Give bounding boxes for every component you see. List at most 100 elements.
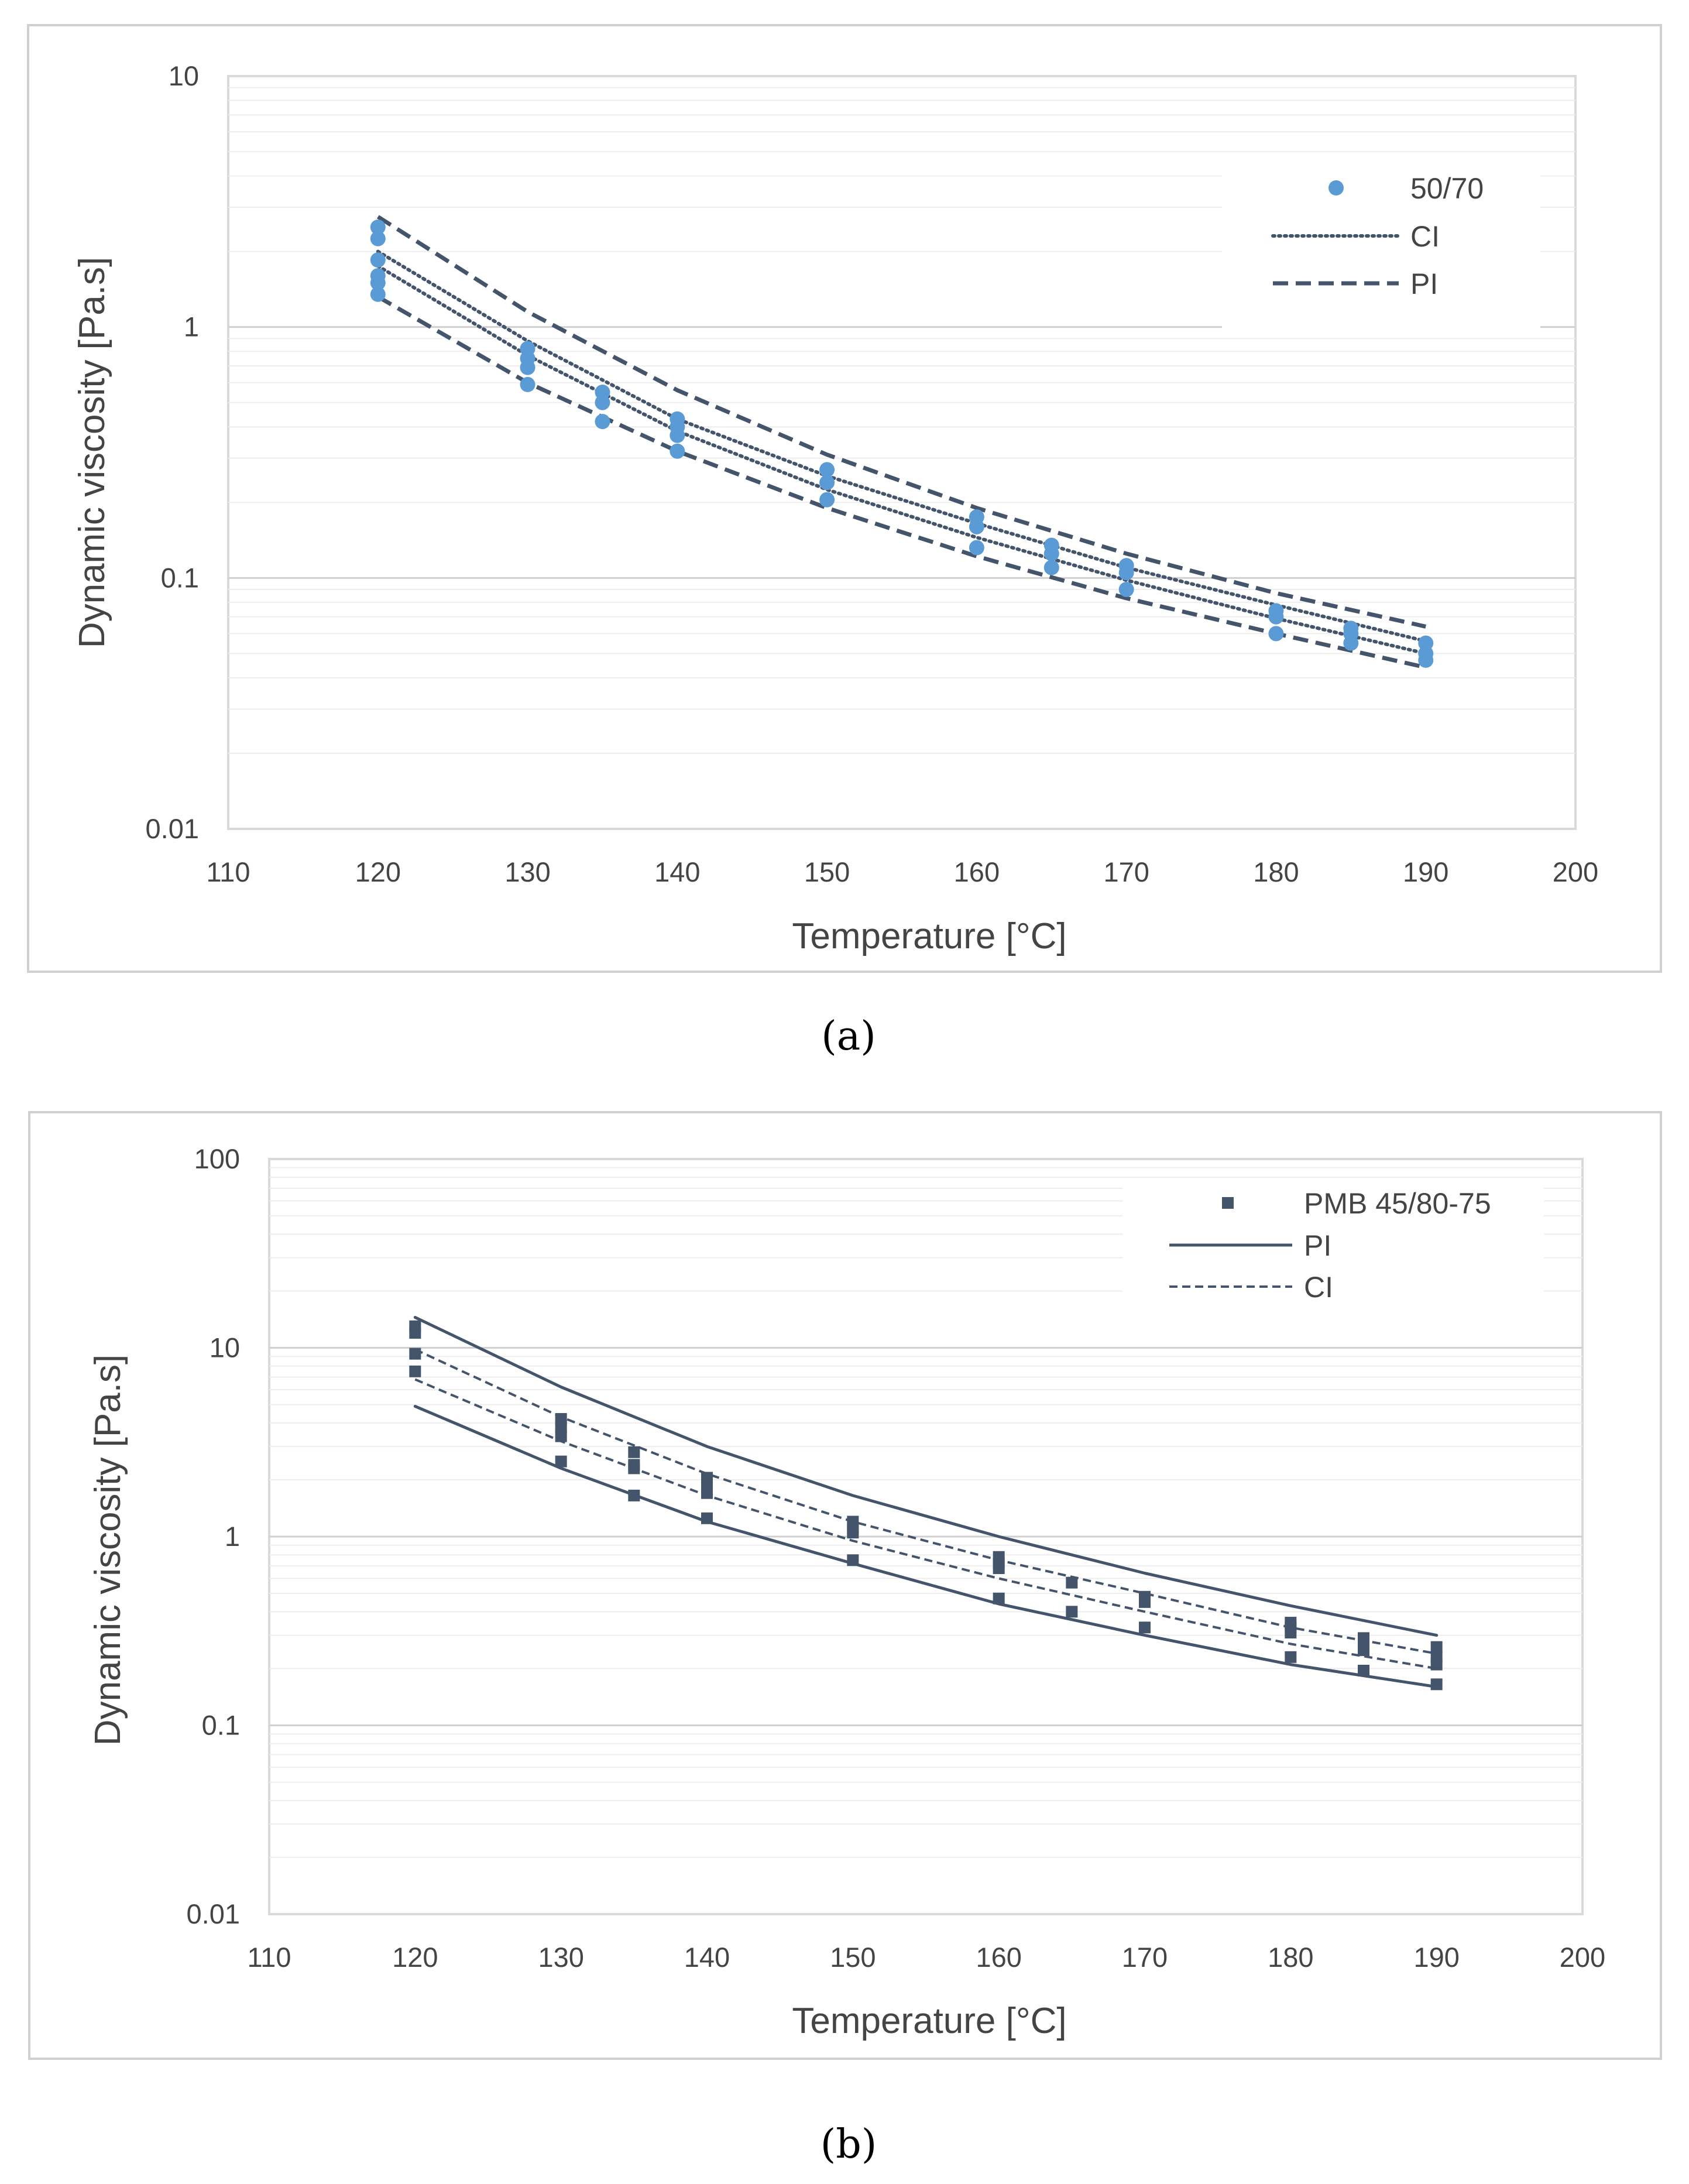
data-point [1285,1627,1297,1639]
data-points-a [370,220,1434,668]
data-point [409,1365,421,1377]
data-point [595,395,610,410]
x-tick-label: 110 [248,1942,291,1973]
series-line-pi-dashed [376,215,1426,629]
data-point [1043,560,1059,575]
data-point [520,376,535,392]
series-line-pi-dashed [377,294,1426,670]
data-point [1430,1658,1443,1671]
caption-a: (a) [821,1013,876,1060]
data-point [595,414,610,430]
x-tick-label: 180 [1268,1942,1313,1973]
x-tick-label: 170 [1103,856,1149,887]
chart-panel-b: 110 120 130 140 150 160 170 180 190 2000.010.1110… [28,1111,1662,2168]
y-axis-title-a: Dynamic viscosity [Pa.s] [72,257,112,648]
series-line-pi-solid [413,1316,1439,1637]
data-point [1066,1606,1078,1618]
legend-label-50-70: 50/70 [1410,172,1484,205]
data-point [819,475,835,491]
data-point [670,443,685,459]
y-tick-label: 0.01 [146,813,199,844]
legend-label-ci-b: CI [1304,1271,1333,1304]
data-point [993,1562,1005,1575]
data-point [1430,1678,1443,1691]
legend-box-b [1122,1185,1544,1320]
data-point [628,1489,640,1501]
data-point [819,462,835,478]
legend-label-ci-a: CI [1410,220,1440,253]
fit-lines-b [413,1316,1439,1689]
x-tick-label: 170 [1122,1942,1168,1973]
y-tick-label: 100 [194,1143,240,1174]
x-tick-label: 180 [1253,856,1299,887]
data-point [409,1326,421,1339]
x-tick-label: 140 [654,856,700,887]
data-point [1268,609,1284,625]
data-point [993,1592,1005,1604]
data-point [1118,565,1134,581]
plot-area-a [227,75,1577,830]
legend-label-pi-a: PI [1410,268,1438,300]
y-tick-label: 10 [210,1332,240,1363]
x-tick-label: 160 [976,1942,1021,1973]
series-line-ci-dashed [414,1378,1437,1670]
data-point [370,286,386,302]
x-tick-label: 190 [1413,1942,1459,1973]
chart-panel-a: 110 120 130 140 150 160 170 180 190 2000.010.1110… [27,24,1662,1060]
data-points-b [409,1320,1443,1691]
data-point [1430,1641,1443,1653]
x-tick-label: 150 [830,1942,876,1973]
x-tick-label: 150 [804,856,850,887]
y-tick-label: 10 [169,60,199,91]
data-point [370,252,386,268]
legend-a: 50/70 CI PI [1222,158,1540,334]
caption-b: (b) [821,2121,877,2168]
y-tick-label: 0.1 [202,1710,240,1741]
x-tick-label: 110 [207,856,250,887]
data-point [1418,652,1434,668]
x-tick-label: 160 [954,856,1000,887]
x-tick-label: 120 [392,1942,438,1973]
legend-b: PMB 45/80-75 PI CI [1122,1185,1544,1320]
data-point [1343,635,1359,651]
series-line-pi-solid [413,1404,1439,1689]
data-point [969,519,984,534]
data-point [1139,1596,1151,1608]
y-tick-label: 1 [225,1521,240,1552]
x-tick-label: 140 [684,1942,730,1973]
data-point [1285,1651,1297,1663]
series-line-ci-dotted [376,249,1428,643]
legend-label-pi-b: PI [1304,1229,1331,1262]
data-point [969,540,984,556]
data-point [555,1455,567,1468]
legend-marker-square [1222,1197,1234,1209]
x-tick-label: 200 [1560,1942,1605,1973]
x-axis-title-a: Temperature [°C] [792,916,1066,956]
legend-label-pmb: PMB 45/80-75 [1304,1187,1491,1220]
data-point [670,427,685,443]
y-axis-title-b: Dynamic viscosity [Pa.s] [88,1355,128,1746]
x-tick-label: 130 [504,856,550,887]
data-point [628,1462,640,1475]
fit-lines-a [376,215,1428,670]
x-tick-label: 190 [1403,856,1448,887]
data-point [1043,546,1059,561]
legend-box-a [1222,158,1540,334]
x-tick-label: 130 [538,1942,583,1973]
y-tick-label: 0.01 [187,1898,240,1929]
data-point [520,359,535,375]
tick-labels-b: 110 120 130 140 150 160 170 180 190 2000.010.1110… [187,1143,1606,1973]
data-point [701,1487,713,1499]
data-point [628,1446,640,1458]
data-point [1268,626,1284,642]
y-tick-label: 0.1 [161,562,199,593]
data-point [1118,581,1134,597]
data-point [370,220,386,235]
x-tick-label: 200 [1553,856,1598,887]
data-point [701,1512,713,1524]
x-axis-title-b: Temperature [°C] [792,2001,1066,2041]
data-point [847,1554,859,1566]
y-tick-label: 1 [184,311,199,342]
